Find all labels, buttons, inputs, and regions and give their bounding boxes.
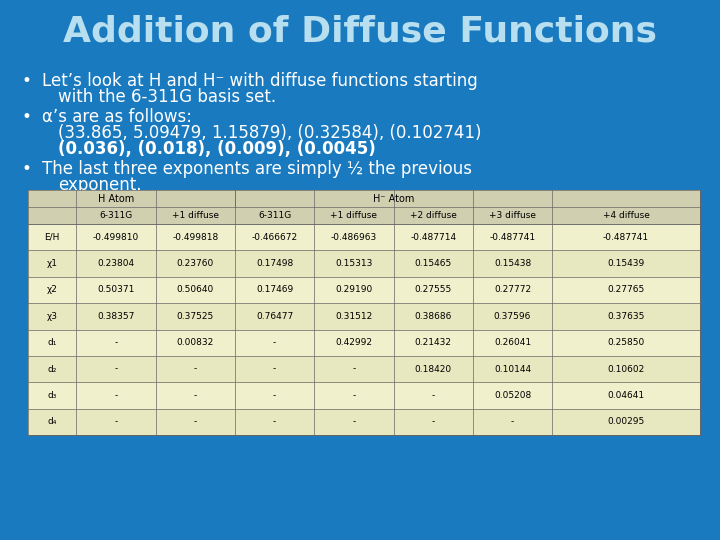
Text: -: -: [273, 364, 276, 374]
Text: -: -: [273, 391, 276, 400]
Text: 0.50640: 0.50640: [176, 286, 214, 294]
Text: 0.76477: 0.76477: [256, 312, 293, 321]
Bar: [28, 190, 700, 435]
Text: χ2: χ2: [47, 286, 58, 294]
Text: •: •: [22, 72, 32, 90]
Text: 0.04641: 0.04641: [608, 391, 644, 400]
Text: +3 diffuse: +3 diffuse: [489, 211, 536, 220]
Text: 0.27765: 0.27765: [608, 286, 644, 294]
Text: -: -: [431, 391, 435, 400]
Text: -: -: [194, 364, 197, 374]
Text: 0.21432: 0.21432: [415, 338, 451, 347]
Bar: [28, 207, 700, 224]
Text: Let’s look at H and H⁻ with diffuse functions starting: Let’s look at H and H⁻ with diffuse func…: [42, 72, 478, 90]
Bar: [28, 276, 700, 303]
Text: 0.38686: 0.38686: [415, 312, 452, 321]
Text: d₄: d₄: [48, 417, 57, 426]
Text: 0.38357: 0.38357: [97, 312, 135, 321]
Text: -: -: [114, 338, 117, 347]
Text: -0.487741: -0.487741: [603, 233, 649, 242]
Text: 0.17469: 0.17469: [256, 286, 293, 294]
Text: exponent.: exponent.: [58, 176, 142, 194]
Text: -: -: [273, 417, 276, 426]
Text: 0.15439: 0.15439: [608, 259, 644, 268]
Text: -: -: [194, 417, 197, 426]
Text: -: -: [114, 391, 117, 400]
Text: -0.486963: -0.486963: [330, 233, 377, 242]
Text: E/H: E/H: [45, 233, 60, 242]
Text: Addition of Diffuse Functions: Addition of Diffuse Functions: [63, 15, 657, 49]
Bar: [28, 224, 700, 251]
Text: 0.37525: 0.37525: [176, 312, 214, 321]
Bar: [28, 382, 700, 409]
Text: 0.18420: 0.18420: [415, 364, 451, 374]
Text: 0.00832: 0.00832: [176, 338, 214, 347]
Text: 0.29190: 0.29190: [336, 286, 372, 294]
Text: χ1: χ1: [47, 259, 58, 268]
Text: 0.25850: 0.25850: [608, 338, 644, 347]
Bar: [28, 329, 700, 356]
Text: 0.42992: 0.42992: [336, 338, 372, 347]
Text: 0.37596: 0.37596: [494, 312, 531, 321]
Text: 0.00295: 0.00295: [608, 417, 644, 426]
Text: +2 diffuse: +2 diffuse: [410, 211, 456, 220]
Text: -0.466672: -0.466672: [251, 233, 297, 242]
Text: 0.27772: 0.27772: [494, 286, 531, 294]
Text: 0.23804: 0.23804: [97, 259, 135, 268]
Text: -: -: [511, 417, 514, 426]
Bar: [28, 251, 700, 276]
Text: χ3: χ3: [47, 312, 58, 321]
Text: d₁: d₁: [48, 338, 57, 347]
Text: 0.15313: 0.15313: [336, 259, 373, 268]
Text: The last three exponents are simply ½ the previous: The last three exponents are simply ½ th…: [42, 160, 472, 178]
Text: -: -: [352, 364, 356, 374]
Text: 0.15438: 0.15438: [494, 259, 531, 268]
Text: 0.17498: 0.17498: [256, 259, 293, 268]
Text: +4 diffuse: +4 diffuse: [603, 211, 649, 220]
Text: -0.487714: -0.487714: [410, 233, 456, 242]
Text: d₂: d₂: [48, 364, 57, 374]
Bar: [28, 356, 700, 382]
Text: 0.05208: 0.05208: [494, 391, 531, 400]
Text: -: -: [273, 338, 276, 347]
Text: α’s are as follows:: α’s are as follows:: [42, 108, 192, 126]
Bar: [28, 303, 700, 329]
Text: 0.10144: 0.10144: [494, 364, 531, 374]
Text: 0.15465: 0.15465: [415, 259, 452, 268]
Text: H Atom: H Atom: [98, 193, 134, 204]
Text: with the 6-311G basis set.: with the 6-311G basis set.: [58, 88, 276, 106]
Text: -: -: [431, 417, 435, 426]
Text: 0.23760: 0.23760: [176, 259, 214, 268]
Text: 0.31512: 0.31512: [336, 312, 372, 321]
Text: -0.499810: -0.499810: [93, 233, 139, 242]
Text: 0.27555: 0.27555: [415, 286, 452, 294]
Text: 0.37635: 0.37635: [608, 312, 645, 321]
Text: d₃: d₃: [48, 391, 57, 400]
Bar: [28, 409, 700, 435]
Text: (33.865, 5.09479, 1.15879), (0.32584), (0.102741): (33.865, 5.09479, 1.15879), (0.32584), (…: [58, 124, 482, 142]
Text: -0.499818: -0.499818: [172, 233, 218, 242]
Text: -: -: [194, 391, 197, 400]
Bar: [28, 190, 700, 207]
Text: 6-311G: 6-311G: [99, 211, 132, 220]
Text: 0.26041: 0.26041: [494, 338, 531, 347]
Text: •: •: [22, 160, 32, 178]
Text: -: -: [114, 364, 117, 374]
Text: •: •: [22, 108, 32, 126]
Text: -: -: [352, 417, 356, 426]
Text: 0.10602: 0.10602: [608, 364, 644, 374]
Text: (0.036), (0.018), (0.009), (0.0045): (0.036), (0.018), (0.009), (0.0045): [58, 140, 376, 158]
Text: 0.50371: 0.50371: [97, 286, 135, 294]
Text: 6-311G: 6-311G: [258, 211, 292, 220]
Text: H⁻ Atom: H⁻ Atom: [373, 193, 414, 204]
Text: +1 diffuse: +1 diffuse: [172, 211, 219, 220]
Text: -: -: [114, 417, 117, 426]
Text: -0.487741: -0.487741: [490, 233, 536, 242]
Text: +1 diffuse: +1 diffuse: [330, 211, 377, 220]
Text: -: -: [352, 391, 356, 400]
